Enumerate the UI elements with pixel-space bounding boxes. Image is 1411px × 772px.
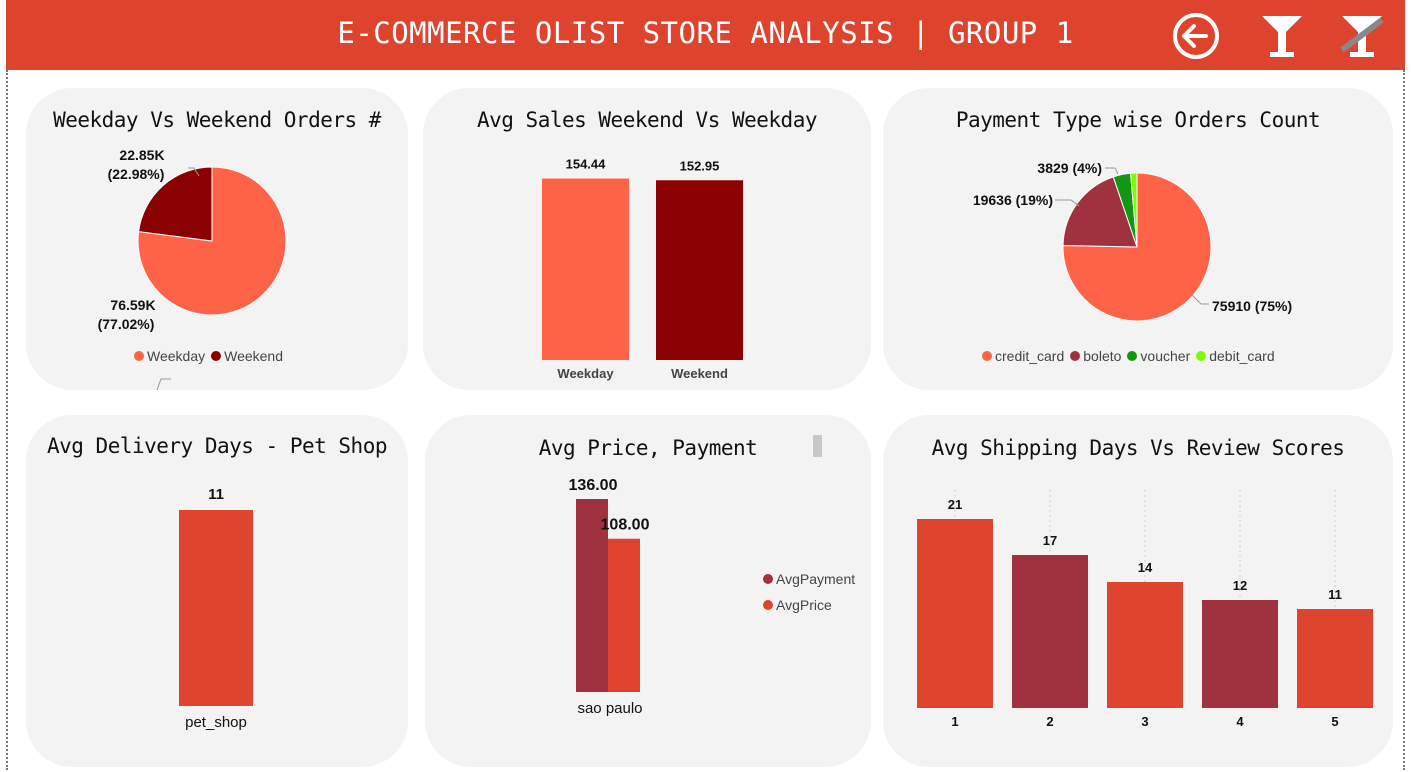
bar-avgprice	[608, 538, 640, 692]
legend-dot	[134, 351, 144, 361]
pie-legend: Weekday Weekend	[134, 348, 283, 364]
bar-review-2	[1012, 555, 1088, 708]
data-label: 152.95	[680, 158, 720, 173]
avg-sales-bar-chart: 154.44 Weekday 152.95 Weekend	[542, 157, 743, 381]
leader-line	[1105, 167, 1119, 175]
avg-price-payment-bar-chart: 136.00 108.00 sao paulo	[569, 477, 650, 717]
leader-line	[1055, 199, 1080, 207]
data-label: 11	[1328, 587, 1342, 602]
bar-review-5	[1297, 609, 1373, 708]
pie-legend: credit_card boleto voucher debit_card	[982, 348, 1275, 364]
chart-title: Avg Shipping Days Vs Review Scores	[931, 436, 1345, 460]
data-label: 3829 (4%)	[1037, 160, 1102, 176]
tick-label: 1	[951, 714, 958, 729]
shipping-review-bar-chart: 21 1 17 2 14 3 12 4 11 5	[917, 490, 1373, 729]
chart-title: Avg Delivery Days - Pet Shop	[46, 434, 388, 458]
chart-title: Payment Type wise Orders Count	[955, 108, 1321, 132]
frame-border-right	[1403, 70, 1405, 770]
legend-item-weekday[interactable]: Weekday	[134, 348, 205, 364]
chart-title: Avg Sales Weekend Vs Weekday	[476, 108, 818, 132]
data-label: 76.59K	[110, 297, 155, 313]
header-bar: E-COMMERCE OLIST STORE ANALYSIS | GROUP …	[6, 0, 1405, 70]
leader-line	[156, 378, 171, 390]
shipping-review-card: Avg Shipping Days Vs Review Scores 21 1 17…	[883, 415, 1393, 767]
tick-label: 2	[1046, 714, 1053, 729]
weekday-weekend-orders-card: Weekday Vs Weekend Orders # 76.59K (77.02…	[26, 88, 408, 390]
data-label: 108.00	[601, 517, 650, 534]
data-label: (22.98%)	[108, 166, 165, 182]
payment-type-card: Payment Type wise Orders Count 75910 (75…	[883, 88, 1393, 390]
bar-weekday	[542, 178, 629, 360]
tick-label: pet_shop	[185, 714, 247, 731]
bar-avgpayment	[576, 499, 608, 692]
pie-slice-boleto	[1062, 176, 1138, 248]
tick-label: Weekday	[557, 366, 614, 381]
legend-item-voucher[interactable]: voucher	[1127, 348, 1190, 364]
legend-dot	[1070, 351, 1081, 361]
legend-item-weekend[interactable]: Weekend	[211, 348, 283, 364]
tick-label: 4	[1236, 714, 1244, 729]
data-label: 22.85K	[119, 147, 164, 163]
bar-legend: AvgPayment AvgPrice	[763, 571, 855, 613]
tick-label: sao paulo	[577, 700, 642, 717]
bar-review-4	[1202, 600, 1278, 708]
bar-review-3	[1107, 582, 1183, 708]
legend-dot	[982, 351, 992, 361]
pie-slice-credit-card	[1062, 172, 1212, 322]
data-label: 12	[1233, 578, 1247, 593]
data-label: 154.44	[566, 157, 607, 172]
legend-dot	[763, 574, 773, 584]
back-arrow-circle-icon[interactable]	[1170, 10, 1222, 62]
payment-type-pie: 75910 (75%) 19636 (19%) 3829 (4%)	[973, 160, 1292, 322]
legend-item-avgprice[interactable]: AvgPrice	[763, 597, 855, 613]
avg-sales-card: Avg Sales Weekend Vs Weekday 154.44 Weekd…	[423, 88, 871, 390]
legend-item-credit-card[interactable]: credit_card	[982, 348, 1064, 364]
legend-dot	[763, 600, 773, 610]
avg-price-payment-card: Avg Price, Payment 136.00 108.00 sao paulo…	[425, 415, 871, 767]
weekday-weekend-pie: 76.59K (77.02%) 22.85K (22.98%)	[98, 147, 287, 390]
scrollbar-thumb[interactable]	[813, 435, 822, 457]
leader-line	[1190, 293, 1209, 305]
tick-label: 3	[1141, 714, 1148, 729]
bar-pet-shop	[179, 510, 253, 706]
data-label: 21	[948, 497, 962, 512]
tick-label: 5	[1331, 714, 1338, 729]
page-title: E-COMMERCE OLIST STORE ANALYSIS | GROUP …	[337, 16, 1074, 50]
frame-border-left	[6, 70, 8, 770]
chart-title: Weekday Vs Weekend Orders #	[53, 108, 381, 132]
data-label: 75910 (75%)	[1212, 298, 1292, 314]
avg-delivery-card: Avg Delivery Days - Pet Shop 11 pet_shop	[26, 415, 408, 767]
clear-filter-funnel-icon[interactable]	[1336, 10, 1388, 62]
bar-weekend	[656, 180, 743, 360]
legend-item-avgpayment[interactable]: AvgPayment	[763, 571, 855, 587]
data-label: 17	[1043, 533, 1057, 548]
filter-funnel-icon[interactable]	[1256, 10, 1308, 62]
data-label: 136.00	[569, 477, 618, 494]
chart-title: Avg Price, Payment	[538, 436, 758, 460]
tick-label: Weekend	[671, 366, 728, 381]
bar-review-1	[917, 519, 993, 708]
legend-dot	[1196, 351, 1207, 361]
data-label: 19636 (19%)	[973, 192, 1053, 208]
data-label: 14	[1138, 560, 1153, 575]
data-label: (77.02%)	[98, 316, 155, 332]
legend-item-boleto[interactable]: boleto	[1070, 348, 1121, 364]
pie-slice-Weekend	[138, 166, 213, 242]
avg-delivery-bar-chart: 11 pet_shop	[179, 486, 253, 731]
legend-dot	[1127, 351, 1138, 361]
pie-slice-debit-card	[1130, 172, 1138, 248]
leader-line	[188, 167, 200, 177]
legend-dot	[211, 351, 222, 361]
data-label: 11	[208, 486, 224, 503]
legend-item-debit-card[interactable]: debit_card	[1196, 348, 1275, 364]
